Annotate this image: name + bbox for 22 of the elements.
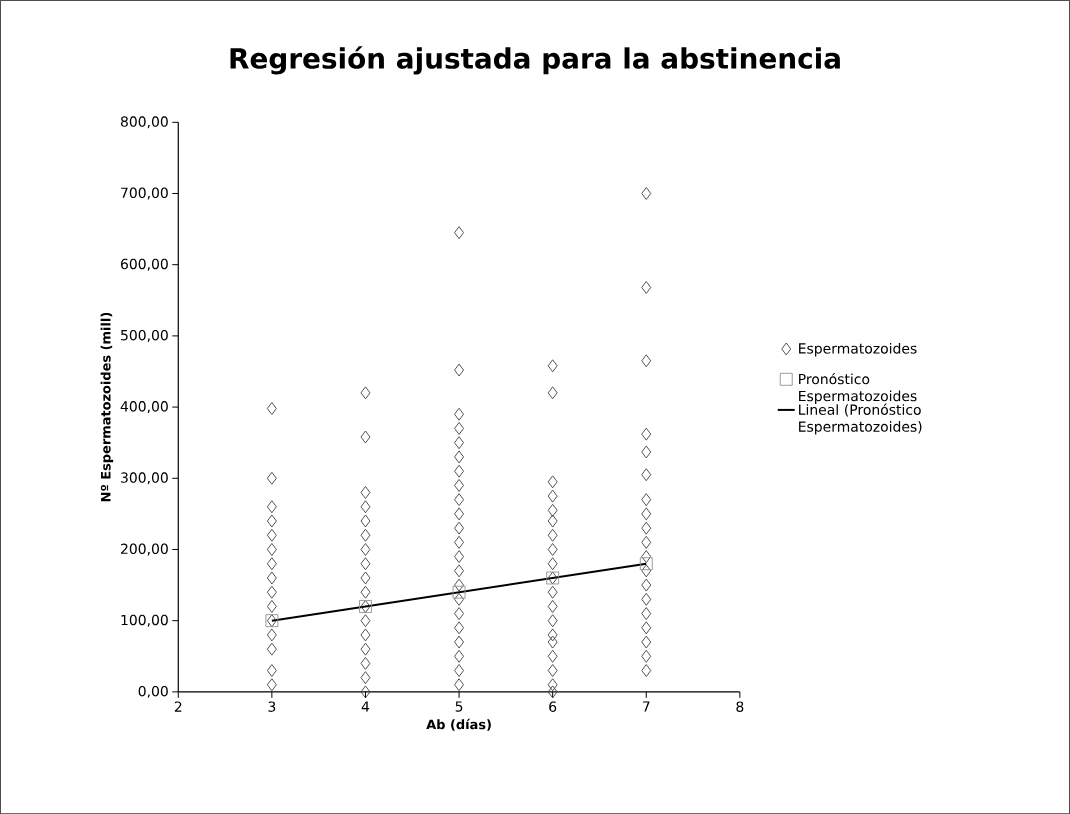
legend-label: Pronóstico Espermatozoides xyxy=(799,372,917,404)
y-axis-title: Nº Espermatozoides (mill) xyxy=(100,312,114,502)
y-tick-label: 0,00 xyxy=(138,685,168,698)
legend-label: Lineal (Pronóstico Espermatozoides) xyxy=(799,403,922,435)
y-tick-label: 700,00 xyxy=(121,187,168,200)
x-tick-label: 5 xyxy=(455,701,463,712)
x-tick-label: 6 xyxy=(549,701,557,712)
chart-title: Regresión ajustada para la abstinencia xyxy=(230,46,840,75)
y-tick-label: 100,00 xyxy=(121,614,168,627)
y-tick-label: 400,00 xyxy=(120,401,168,413)
legend-label: Espermatozoides xyxy=(799,342,917,357)
y-tick-label: 300,00 xyxy=(121,472,168,485)
x-tick-label: 2 xyxy=(174,701,182,712)
y-tick-label: 500,00 xyxy=(121,329,168,342)
x-axis-title: Ab (días) xyxy=(426,718,491,731)
x-tick-label: 7 xyxy=(642,701,650,712)
x-tick-label: 8 xyxy=(736,701,744,712)
y-tick-label: 200,00 xyxy=(121,543,168,556)
x-tick-label: 3 xyxy=(268,701,276,712)
y-tick-label: 800,00 xyxy=(120,116,168,129)
y-tick-label: 600,00 xyxy=(120,258,168,271)
x-tick-label: 4 xyxy=(361,701,370,712)
